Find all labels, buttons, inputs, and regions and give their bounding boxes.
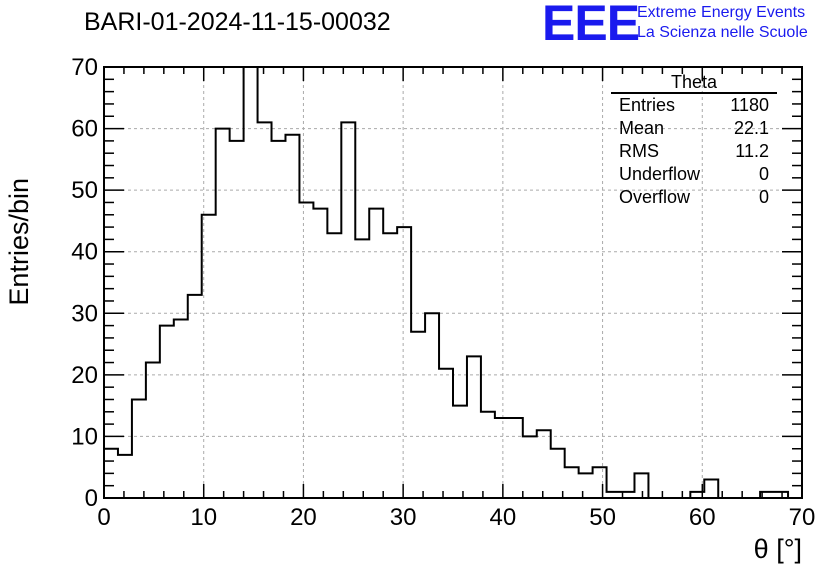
logo-line-2: La Scienza nelle Scuole: [637, 24, 808, 41]
x-tick-label: 70: [789, 504, 816, 531]
chart-title: BARI-01-2024-11-15-00032: [84, 8, 391, 36]
x-tick-label: 40: [490, 504, 517, 531]
stats-row-underflow: Underflow 0: [611, 163, 777, 186]
stats-row-entries: Entries 1180: [611, 94, 777, 117]
y-tick-label: 20: [71, 362, 98, 389]
stats-value: 11.2: [735, 141, 769, 161]
axis-ticks: [103, 66, 803, 499]
y-tick-label: 30: [71, 300, 98, 327]
eee-logo: EEE: [542, 0, 640, 51]
y-tick-label: 70: [71, 54, 98, 81]
stats-value: 1180: [730, 95, 769, 115]
x-axis-label: θ [°]: [753, 534, 802, 564]
stats-label: Mean: [619, 118, 665, 138]
stats-value: 22.1: [733, 118, 769, 138]
x-tick-label: 0: [97, 504, 110, 531]
plot-frame: [103, 66, 803, 499]
y-tick-label: 50: [71, 177, 98, 204]
x-tick-label: 30: [390, 504, 417, 531]
stats-box: Theta Entries 1180 Mean 22.1 RMS 11.2 Un…: [611, 72, 777, 209]
stats-row-overflow: Overflow 0: [611, 186, 777, 209]
stats-label: Overflow: [619, 187, 691, 207]
tick-labels: 0 10 20 30 40 50 60 70 0 10 20 30 40 50 60 70: [71, 54, 815, 531]
y-tick-label: 10: [71, 423, 98, 450]
y-axis-label: Entries/bin: [4, 178, 34, 306]
stats-label: Entries: [619, 95, 676, 115]
stats-title: Theta: [611, 72, 777, 94]
y-tick-label: 0: [85, 485, 98, 512]
logo-line-1: Extreme Energy Events: [637, 4, 806, 21]
stats-label: RMS: [619, 141, 659, 161]
stats-value: 0: [758, 164, 769, 184]
x-tick-label: 50: [589, 504, 616, 531]
y-tick-label: 40: [71, 239, 98, 266]
stats-row-rms: RMS 11.2: [611, 140, 777, 163]
stats-value: 0: [758, 187, 769, 207]
x-tick-label: 10: [190, 504, 217, 531]
stats-label: Underflow: [619, 164, 701, 184]
x-tick-label: 20: [290, 504, 317, 531]
stats-row-mean: Mean 22.1: [611, 117, 777, 140]
y-tick-label: 60: [71, 116, 98, 143]
x-tick-label: 60: [689, 504, 716, 531]
